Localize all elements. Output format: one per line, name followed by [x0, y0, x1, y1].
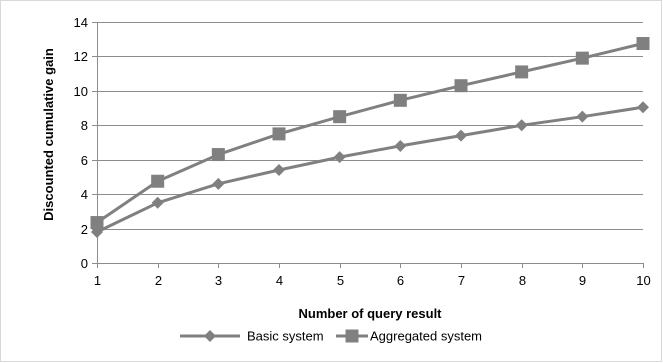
x-tick-label: 3 [215, 273, 222, 288]
data-point [273, 164, 285, 177]
x-tick-label: 8 [519, 273, 526, 288]
y-tick-label: 0 [81, 256, 88, 271]
data-point [333, 110, 347, 124]
series-diamond [91, 101, 649, 239]
data-point [272, 127, 286, 141]
data-point [454, 79, 468, 93]
y-tick-label: 10 [74, 84, 88, 99]
x-tick-label: 2 [155, 273, 162, 288]
y-tick-label: 14 [74, 15, 88, 30]
series-line [96, 105, 644, 234]
data-point [637, 101, 649, 114]
y-tick-label: 4 [81, 187, 88, 202]
legend-item: Aggregated system [336, 329, 482, 344]
data-point [151, 174, 165, 188]
data-point [515, 65, 529, 79]
data-point [151, 196, 164, 209]
y-axis-title: Discounted cumulative gain [41, 48, 56, 221]
series-square [90, 37, 650, 230]
x-tick-label: 4 [276, 273, 283, 288]
data-point [211, 148, 225, 162]
label-layer: Number of query result Discounted cumula… [41, 15, 651, 321]
data-point [636, 37, 650, 51]
y-tick-label: 6 [81, 153, 88, 168]
data-point [576, 110, 589, 123]
y-tick-label: 8 [81, 118, 88, 133]
data-point [575, 51, 589, 65]
series-line [96, 42, 644, 224]
x-tick-label: 6 [397, 273, 404, 288]
x-tick-label: 5 [337, 273, 344, 288]
series-layer [90, 37, 650, 239]
legend: Basic system Aggregated system [180, 329, 482, 344]
data-point [394, 139, 407, 152]
x-axis-title: Number of query result [298, 306, 442, 321]
legend-item: Basic system [180, 329, 324, 344]
x-tick-label: 9 [579, 273, 586, 288]
data-point [455, 129, 467, 142]
legend-label: Aggregated system [370, 329, 482, 344]
x-tick-label: 10 [636, 273, 650, 288]
data-point [515, 119, 528, 132]
legend-swatch-marker [204, 330, 216, 342]
data-point [393, 93, 407, 107]
y-tick-label: 12 [74, 49, 88, 64]
data-point [212, 177, 225, 190]
x-tick-label: 1 [94, 273, 101, 288]
legend-label: Basic system [247, 329, 324, 344]
legend-swatch-marker [345, 329, 359, 343]
data-point [333, 151, 346, 164]
data-point [90, 216, 104, 230]
x-tick-label: 7 [458, 273, 465, 288]
y-tick-label: 2 [81, 222, 88, 237]
